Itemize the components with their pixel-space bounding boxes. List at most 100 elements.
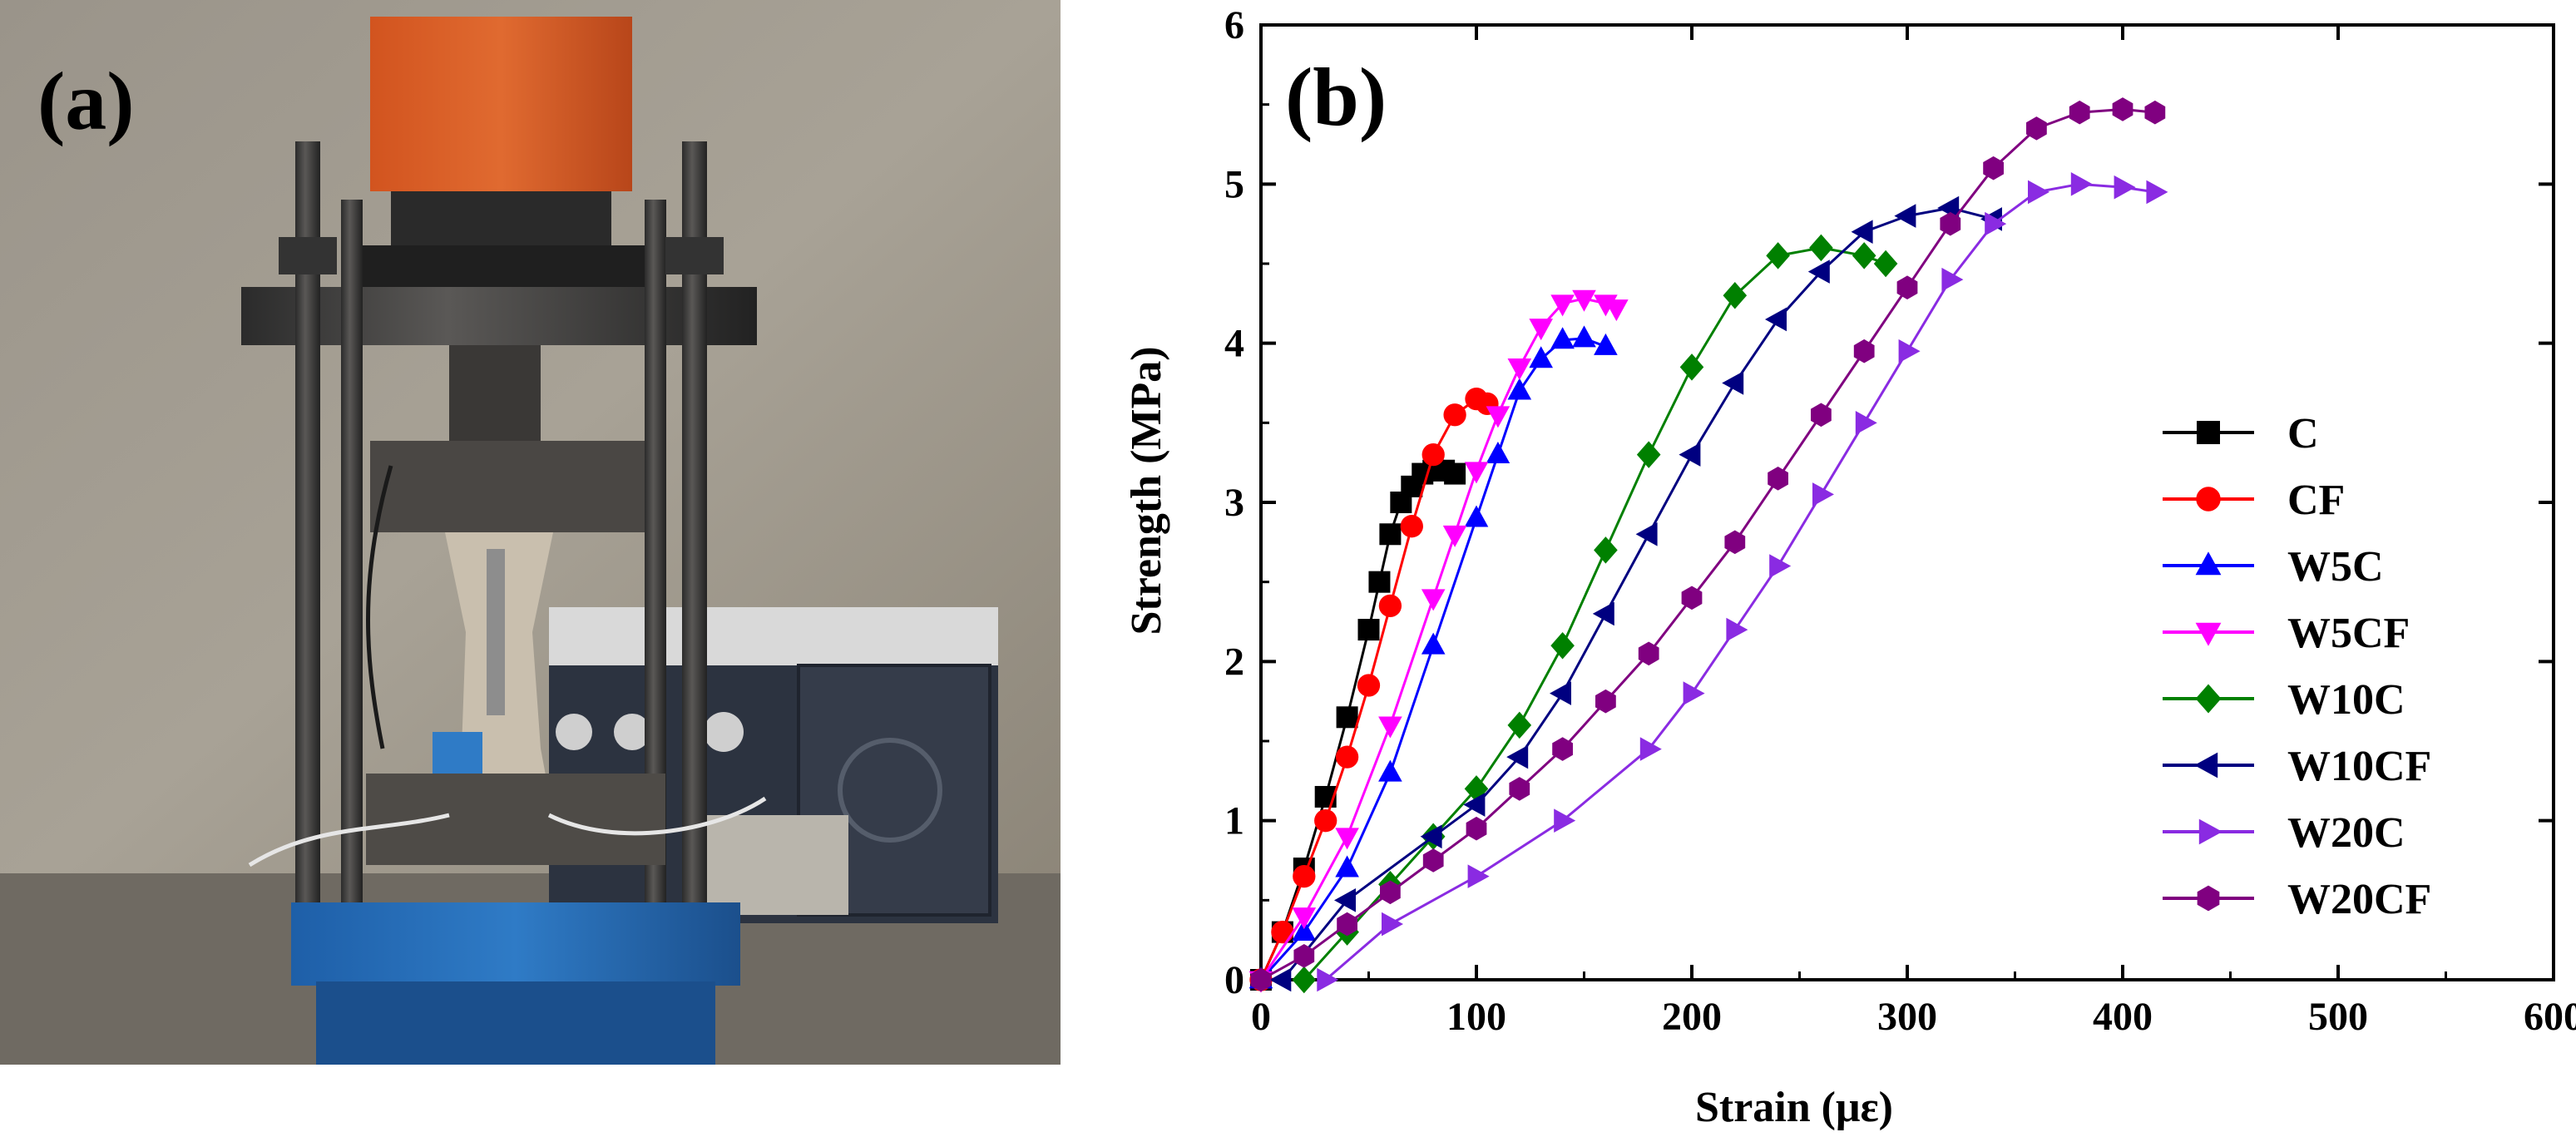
- data-point-w5c: [1550, 327, 1575, 349]
- column-left-inner: [341, 200, 363, 915]
- data-point-w5c: [1335, 855, 1359, 877]
- y-tick-label: 6: [1224, 3, 1244, 47]
- y-tick-label: 0: [1224, 958, 1244, 1002]
- data-point-w10cf: [1550, 681, 1571, 705]
- legend-item-w10cf: W10CF: [2163, 743, 2431, 790]
- data-point-w5cf: [1421, 589, 1446, 611]
- legend-label-w5c: W5C: [2287, 543, 2384, 591]
- data-point-w5cf: [1378, 716, 1402, 739]
- series-w10c: [1292, 234, 1898, 994]
- data-point-w20cf: [1250, 967, 1272, 992]
- data-point-w20cf: [2112, 97, 2133, 121]
- data-point-w5cf: [1572, 289, 1596, 312]
- data-point-cf: [1378, 594, 1402, 618]
- data-point-c: [1336, 706, 1358, 729]
- data-point-w20c: [1639, 737, 1662, 761]
- data-point-w20c: [1985, 211, 2007, 236]
- data-point-w10cf: [1894, 204, 1916, 228]
- data-point-w10c: [1852, 242, 1876, 269]
- data-point-cf: [1314, 809, 1337, 833]
- data-point-w20c: [1769, 554, 1792, 578]
- data-point-w20c: [1382, 912, 1403, 937]
- data-point-w20c: [1683, 681, 1705, 705]
- series-line-w20c: [1324, 182, 2156, 981]
- data-point-c: [1379, 523, 1402, 546]
- data-point-w20cf: [1638, 641, 1659, 666]
- data-point-w5c: [1486, 442, 1510, 463]
- series-line-w20cf: [1260, 107, 2155, 981]
- data-point-w5c: [1464, 505, 1489, 527]
- data-point-w20c: [2028, 180, 2049, 205]
- data-point-w20cf: [1940, 211, 1961, 236]
- x-tick-label: 500: [2308, 995, 2368, 1039]
- series-w20c: [1317, 172, 2168, 992]
- data-point-cf: [1293, 864, 1316, 888]
- data-point-cf: [1421, 442, 1445, 467]
- x-tick-label: 600: [2524, 995, 2576, 1039]
- data-point-w10cf: [1765, 307, 1787, 332]
- legend-marker-c: [2197, 421, 2220, 444]
- data-point-w10cf: [1334, 888, 1356, 912]
- data-point-w10c: [1550, 631, 1575, 660]
- legend-label-w10cf: W10CF: [2287, 743, 2431, 790]
- data-point-w10c: [1809, 234, 1833, 262]
- legend-label-c: C: [2287, 410, 2319, 457]
- legend-label-cf: CF: [2287, 477, 2345, 524]
- data-point-w5c: [1421, 632, 1446, 655]
- data-point-w5cf: [1464, 462, 1489, 484]
- data-point-w5cf: [1604, 299, 1629, 322]
- testing-machine-photo: (a): [0, 0, 1061, 1065]
- data-point-w10c: [1292, 966, 1317, 994]
- data-point-w20c: [1941, 267, 1964, 292]
- data-point-c: [1368, 571, 1391, 593]
- data-point-w5cf: [1292, 907, 1317, 930]
- middle-plate: [370, 441, 645, 532]
- data-point-w20c: [1855, 411, 1877, 435]
- data-point-w10cf: [1269, 967, 1292, 992]
- data-point-w10c: [1873, 250, 1898, 278]
- data-point-w10cf: [1592, 601, 1614, 626]
- y-axis-label: Strength (MPa): [1123, 346, 1170, 635]
- series-w10cf: [1269, 195, 2002, 992]
- legend-item-w10c: W10C: [2163, 676, 2405, 724]
- data-point-cf: [1400, 515, 1423, 538]
- orange-actuator: [370, 17, 632, 191]
- data-point-w5cf: [1507, 358, 1532, 380]
- x-tick-label: 100: [1446, 995, 1506, 1039]
- legend-marker-w20cf: [2197, 885, 2220, 912]
- data-point-w20cf: [1293, 944, 1315, 968]
- data-point-w20cf: [1768, 467, 1788, 491]
- data-point-w5cf: [1442, 525, 1467, 547]
- data-point-w20c: [1467, 864, 1490, 888]
- data-point-w10cf: [1506, 744, 1529, 769]
- data-point-cf: [1357, 674, 1381, 697]
- data-point-w10c: [1766, 242, 1790, 269]
- data-point-w20cf: [1853, 339, 1875, 363]
- data-point-w20cf: [1466, 816, 1487, 841]
- x-tick-label: 200: [1662, 995, 1722, 1039]
- data-point-cf: [1335, 745, 1359, 769]
- legend-label-w10c: W10C: [2287, 676, 2405, 724]
- data-point-w20cf: [1422, 848, 1444, 873]
- legend-marker-w10cf: [2194, 752, 2218, 779]
- x-tick-label: 300: [1877, 995, 1937, 1039]
- data-point-w10cf: [1635, 522, 1658, 546]
- series-w5c: [1248, 325, 1618, 989]
- data-point-w10cf: [1807, 260, 1830, 284]
- data-point-w20c: [1812, 482, 1834, 507]
- data-point-w20c: [1317, 967, 1339, 992]
- data-point-w10c: [1636, 441, 1661, 468]
- data-point-w5c: [1594, 333, 1618, 355]
- data-point-c: [1444, 462, 1466, 485]
- legend-item-w20c: W20C: [2163, 809, 2405, 857]
- lower-plate: [366, 774, 665, 865]
- data-point-w20cf: [1595, 689, 1616, 714]
- data-point-w20cf: [1681, 586, 1703, 611]
- panel-label-b: (b): [1285, 51, 1387, 143]
- legend-marker-cf: [2196, 487, 2221, 512]
- x-tick-label: 400: [2093, 995, 2153, 1039]
- data-point-w20cf: [1552, 737, 1573, 761]
- data-point-c: [1357, 619, 1380, 641]
- y-tick-label: 1: [1224, 799, 1244, 843]
